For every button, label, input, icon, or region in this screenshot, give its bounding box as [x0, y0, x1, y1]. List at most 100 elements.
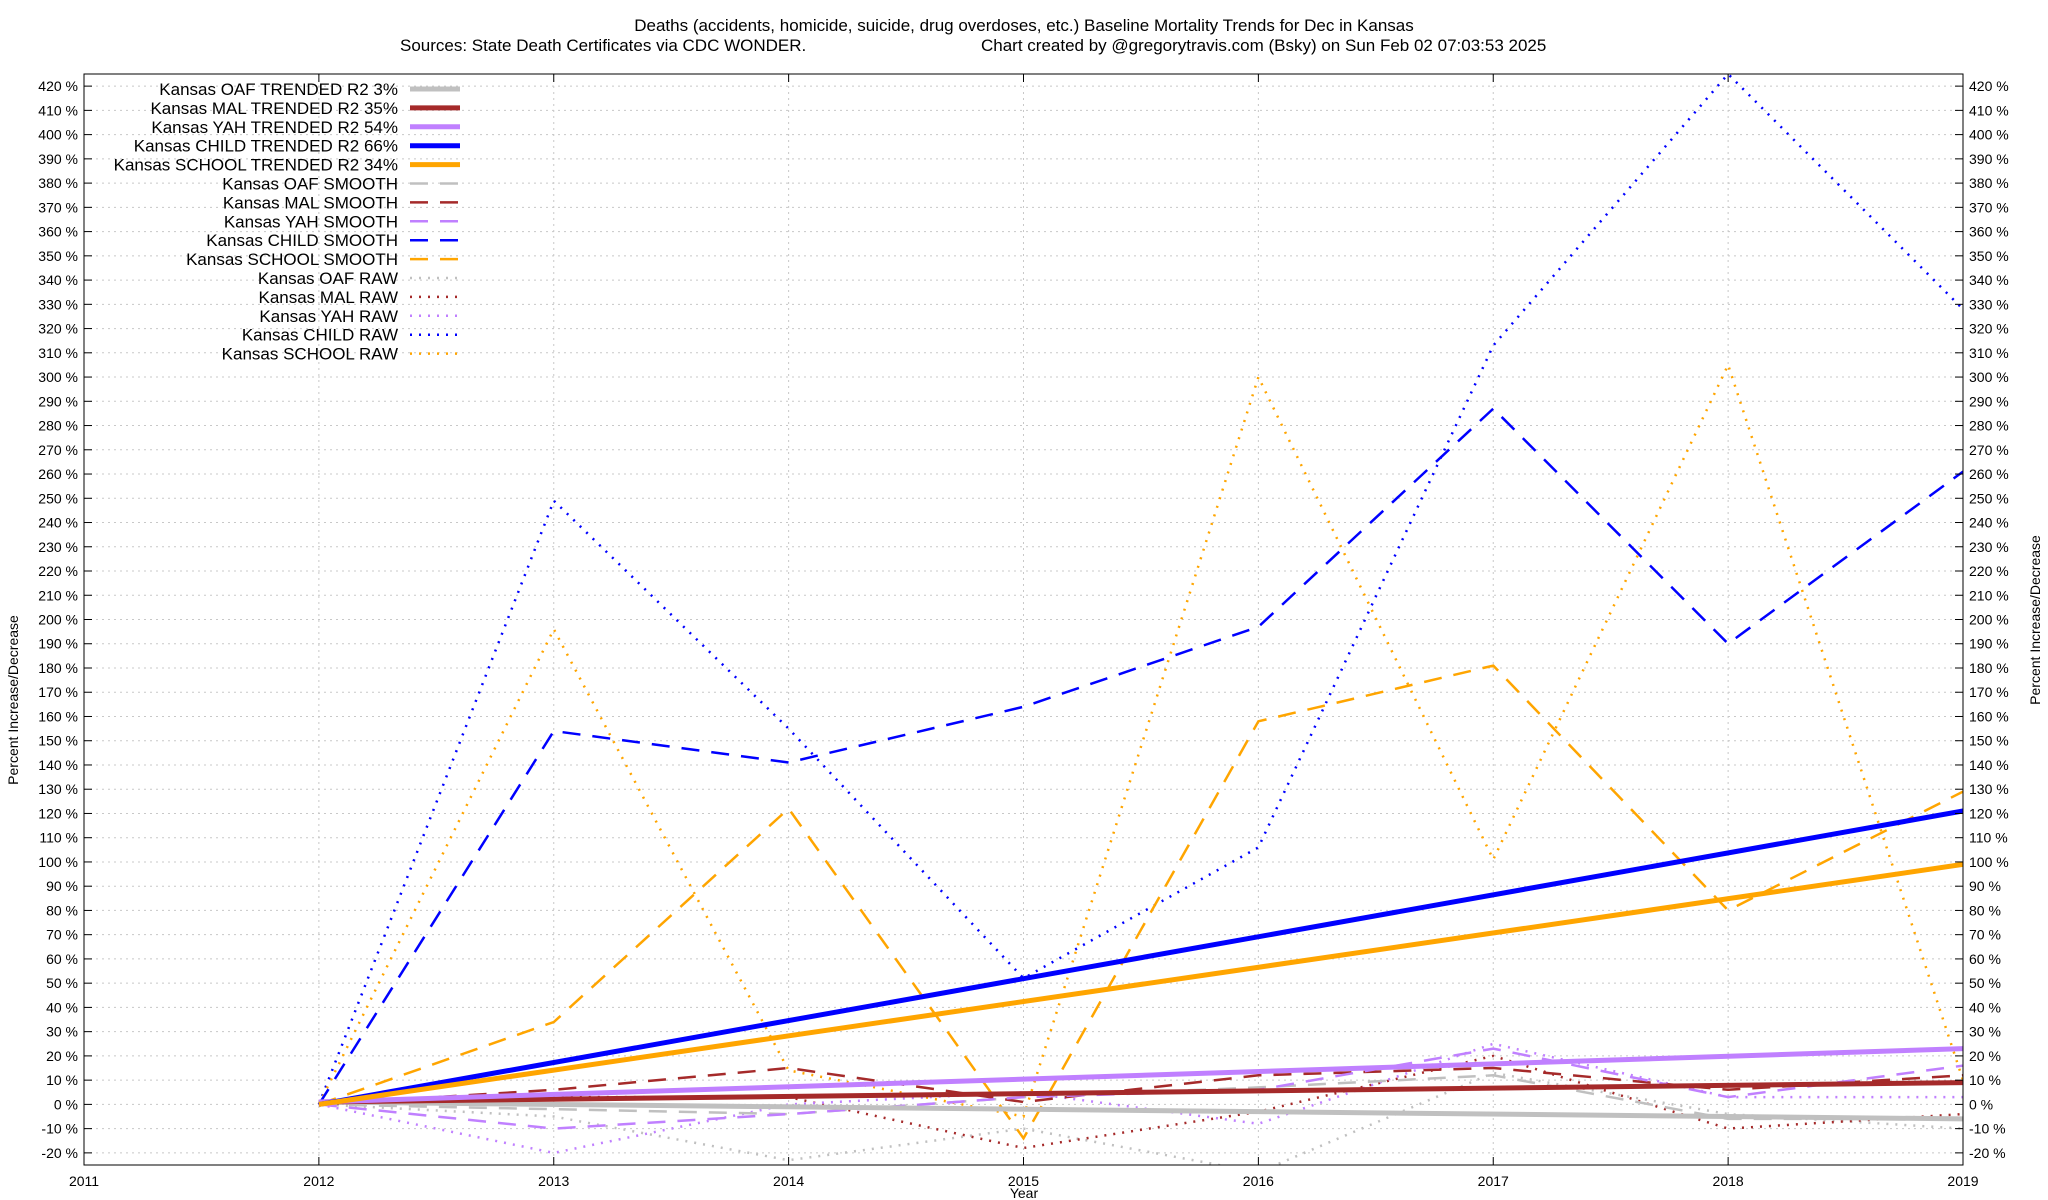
- y-tick-label-left: -20 %: [41, 1145, 78, 1161]
- y-tick-label-left: 0 %: [54, 1096, 78, 1112]
- y-tick-label-right: 90 %: [1969, 878, 2001, 894]
- legend-label: Kansas MAL SMOOTH: [223, 193, 398, 212]
- chart-subtitle-sources: Sources: State Death Certificates via CD…: [400, 36, 806, 55]
- series-line-mal-trend: [318, 1080, 1963, 1105]
- y-tick-label-right: 50 %: [1969, 975, 2001, 991]
- y-tick-label-left: 180 %: [38, 660, 78, 676]
- legend-entry: Kansas MAL TRENDED R2 35%: [150, 99, 460, 118]
- y-tick-label-right: 410 %: [1969, 102, 2009, 118]
- legend-label: Kansas YAH SMOOTH: [224, 212, 398, 231]
- legend-entry: Kansas CHILD SMOOTH: [206, 231, 460, 250]
- series-line-yah-trend: [318, 1046, 1963, 1105]
- y-tick-label-right: 290 %: [1969, 393, 2009, 409]
- y-tick-label-left: 340 %: [38, 272, 78, 288]
- legend-label: Kansas MAL RAW: [258, 288, 398, 307]
- series-line-oaf-trend: [318, 1099, 1963, 1122]
- y-tick-label-left: 210 %: [38, 587, 78, 603]
- legend-label: Kansas OAF TRENDED R2 3%: [159, 80, 398, 99]
- y-tick-label-left: 10 %: [46, 1072, 78, 1088]
- y-tick-label-right: 360 %: [1969, 224, 2009, 240]
- y-tick-label-right: 390 %: [1969, 151, 2009, 167]
- y-tick-label-left: 120 %: [38, 805, 78, 821]
- x-axis-label: Year: [1010, 1185, 1039, 1200]
- y-tick-label-left: 50 %: [46, 975, 78, 991]
- y-tick-label-left: 410 %: [38, 102, 78, 118]
- y-tick-label-right: 160 %: [1969, 708, 2009, 724]
- y-tick-label-right: 130 %: [1969, 781, 2009, 797]
- legend-entry: Kansas OAF TRENDED R2 3%: [159, 80, 460, 99]
- y-tick-label-left: 250 %: [38, 490, 78, 506]
- legend-entry: Kansas SCHOOL SMOOTH: [186, 250, 460, 269]
- y-tick-label-left: 330 %: [38, 296, 78, 312]
- legend-entry: Kansas YAH SMOOTH: [224, 212, 460, 231]
- legend-label: Kansas SCHOOL SMOOTH: [186, 250, 398, 269]
- x-tick-label: 2017: [1478, 1173, 1509, 1189]
- y-tick-label-left: 350 %: [38, 248, 78, 264]
- legend-entry: Kansas OAF SMOOTH: [222, 175, 460, 194]
- x-tick-label: 2014: [773, 1173, 804, 1189]
- series-line-school-smooth: [318, 664, 1963, 1141]
- y-tick-label-left: 370 %: [38, 199, 78, 215]
- y-tick-label-left: 240 %: [38, 515, 78, 531]
- y-tick-label-left: 200 %: [38, 612, 78, 628]
- legend-label: Kansas CHILD SMOOTH: [206, 231, 398, 250]
- y-tick-label-right: 110 %: [1969, 830, 2008, 846]
- legend-entry: Kansas MAL RAW: [258, 288, 460, 307]
- y-tick-label-right: 280 %: [1969, 418, 2009, 434]
- grid: [83, 74, 1964, 1165]
- y-tick-label-right: 240 %: [1969, 515, 2009, 531]
- x-tick-label: 2016: [1243, 1173, 1274, 1189]
- legend-label: Kansas OAF RAW: [258, 269, 398, 288]
- y-tick-label-left: 310 %: [38, 345, 78, 361]
- series-line-child-raw: [317, 74, 1963, 1105]
- y-tick-label-left: 390 %: [38, 151, 78, 167]
- y-tick-label-left: 280 %: [38, 418, 78, 434]
- y-tick-label-left: 320 %: [38, 321, 78, 337]
- legend-label: Kansas SCHOOL RAW: [222, 345, 398, 364]
- y-tick-label-left: 150 %: [38, 733, 78, 749]
- y-tick-label-left: 290 %: [38, 393, 78, 409]
- y-tick-label-right: 210 %: [1969, 587, 2009, 603]
- y-tick-label-left: 40 %: [46, 999, 78, 1015]
- y-tick-label-right: 340 %: [1969, 272, 2009, 288]
- y-tick-label-left: 160 %: [38, 708, 78, 724]
- y-tick-label-left: 260 %: [38, 466, 78, 482]
- series-line-school-trend: [318, 861, 1963, 1107]
- x-tick-label: 2018: [1713, 1173, 1744, 1189]
- y-tick-label-left: 90 %: [46, 878, 78, 894]
- chart-subtitle-credit: Chart created by @gregorytravis.com (Bsk…: [981, 36, 1546, 55]
- y-tick-label-right: 30 %: [1969, 1024, 2001, 1040]
- y-tick-label-left: -10 %: [41, 1121, 78, 1137]
- legend-entry: Kansas SCHOOL TRENDED R2 34%: [114, 156, 460, 175]
- legend-label: Kansas SCHOOL TRENDED R2 34%: [114, 156, 398, 175]
- x-tick-label: 2011: [69, 1173, 99, 1189]
- y-tick-label-left: 130 %: [38, 781, 78, 797]
- y-tick-label-right: 350 %: [1969, 248, 2009, 264]
- y-tick-label-right: 200 %: [1969, 612, 2009, 628]
- y-tick-label-right: 270 %: [1969, 442, 2009, 458]
- legend-label: Kansas YAH TRENDED R2 54%: [151, 118, 398, 137]
- y-tick-label-right: 80 %: [1969, 902, 2001, 918]
- series-lines: [317, 74, 1963, 1165]
- series-line-yah-raw: [318, 1042, 1963, 1155]
- x-tick-label: 2012: [303, 1173, 334, 1189]
- y-tick-label-right: 250 %: [1969, 490, 2009, 506]
- y-tick-label-left: 230 %: [38, 539, 78, 555]
- y-tick-label-right: 140 %: [1969, 757, 2009, 773]
- y-tick-label-right: 10 %: [1969, 1072, 2001, 1088]
- legend-label: Kansas YAH RAW: [259, 307, 398, 326]
- y-axis-label-left: Percent Increase/Decrease: [5, 615, 21, 785]
- y-tick-label-right: 180 %: [1969, 660, 2009, 676]
- y-tick-label-right: 100 %: [1969, 854, 2009, 870]
- y-tick-label-right: 400 %: [1969, 127, 2009, 143]
- y-tick-label-left: 30 %: [46, 1024, 78, 1040]
- y-tick-label-left: 80 %: [46, 902, 78, 918]
- legend-label: Kansas CHILD RAW: [242, 326, 398, 345]
- y-tick-label-left: 300 %: [38, 369, 78, 385]
- y-tick-label-right: 230 %: [1969, 539, 2009, 555]
- y-tick-label-right: 420 %: [1969, 78, 2009, 94]
- y-tick-label-right: -20 %: [1969, 1145, 2006, 1161]
- y-tick-label-right: 150 %: [1969, 733, 2009, 749]
- y-tick-label-right: 220 %: [1969, 563, 2009, 579]
- y-tick-label-left: 190 %: [38, 636, 78, 652]
